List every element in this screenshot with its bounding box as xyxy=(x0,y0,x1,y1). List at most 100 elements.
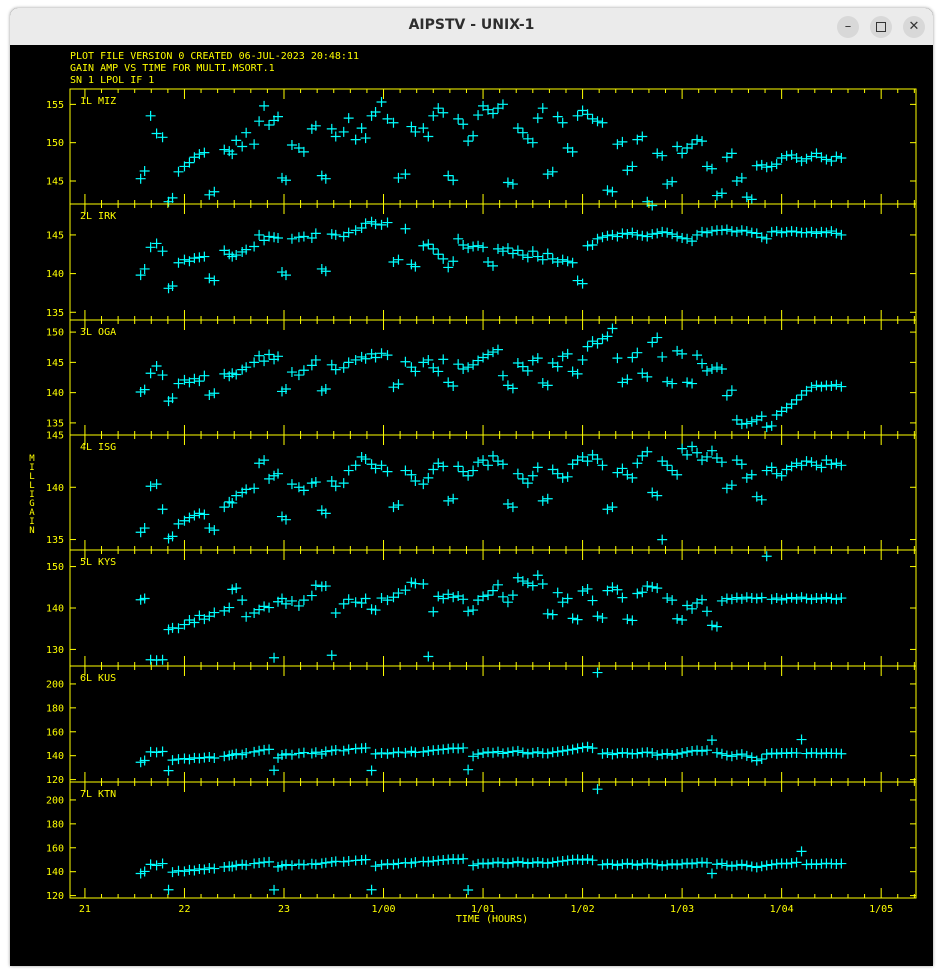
data-point xyxy=(667,378,678,389)
close-button[interactable]: ✕ xyxy=(903,16,925,38)
data-point xyxy=(269,232,280,243)
data-point xyxy=(330,364,341,375)
data-point xyxy=(326,123,337,134)
data-point xyxy=(157,858,168,869)
data-point xyxy=(376,97,387,108)
data-point xyxy=(269,765,280,776)
data-point xyxy=(587,113,598,124)
data-point xyxy=(219,751,230,762)
data-point xyxy=(286,367,297,378)
data-point xyxy=(642,371,653,382)
data-point xyxy=(756,411,767,422)
data-point xyxy=(204,752,215,763)
data-point xyxy=(227,251,238,262)
data-point xyxy=(400,585,411,596)
data-point xyxy=(567,257,578,268)
data-point xyxy=(507,383,518,394)
data-point xyxy=(662,460,673,471)
data-point xyxy=(597,612,608,623)
data-point xyxy=(731,226,742,237)
data-point xyxy=(189,253,200,264)
data-point xyxy=(382,113,393,124)
data-point xyxy=(167,393,178,404)
data-point xyxy=(370,605,381,616)
data-point xyxy=(209,752,220,763)
y-tick-label: 140 xyxy=(46,751,64,762)
data-point xyxy=(388,859,399,870)
data-point xyxy=(816,748,827,759)
data-point xyxy=(701,227,712,238)
data-point xyxy=(370,463,381,474)
data-point xyxy=(682,377,693,388)
data-point xyxy=(687,858,698,869)
data-point xyxy=(393,588,404,599)
data-point xyxy=(306,748,317,759)
data-point xyxy=(280,598,291,609)
data-point xyxy=(179,753,190,764)
data-point xyxy=(259,455,270,466)
data-point xyxy=(662,859,673,870)
minimize-button[interactable]: – xyxy=(837,16,859,38)
data-point xyxy=(338,598,349,609)
data-point xyxy=(632,347,643,358)
data-point xyxy=(791,748,802,759)
data-point xyxy=(527,246,538,257)
data-point xyxy=(478,455,489,466)
data-point xyxy=(173,518,184,529)
data-point xyxy=(517,473,528,484)
data-point xyxy=(468,241,479,252)
data-point xyxy=(711,621,722,632)
x-axis-label: TIME (HOURS) xyxy=(456,914,528,925)
data-point xyxy=(701,451,712,462)
data-point xyxy=(273,111,284,122)
data-point xyxy=(711,362,722,373)
data-point xyxy=(316,385,327,396)
data-point xyxy=(488,108,498,119)
data-point xyxy=(562,348,573,359)
data-point xyxy=(224,602,235,613)
data-point xyxy=(607,229,618,240)
data-point xyxy=(667,465,678,476)
data-point xyxy=(761,162,772,173)
data-point xyxy=(157,504,168,515)
data-point xyxy=(657,226,668,237)
data-point xyxy=(366,216,377,227)
data-point xyxy=(473,858,484,869)
title-bar[interactable]: AIPSTV - UNIX-1 – ✕ xyxy=(10,8,933,46)
maximize-button[interactable] xyxy=(870,16,892,38)
data-point xyxy=(771,748,782,759)
data-point xyxy=(433,249,444,260)
data-point xyxy=(298,595,309,606)
data-point xyxy=(781,858,792,869)
data-point xyxy=(721,390,732,401)
data-point xyxy=(771,593,782,604)
data-point xyxy=(280,859,291,870)
data-point xyxy=(276,386,287,397)
data-point xyxy=(400,223,411,234)
data-point xyxy=(163,765,174,776)
data-point xyxy=(298,485,309,496)
plot-header: PLOT FILE VERSION 0 CREATED 06-JUL-2023 … xyxy=(70,51,359,86)
data-point xyxy=(746,416,757,427)
data-point xyxy=(139,384,150,395)
data-point xyxy=(791,458,802,469)
data-point xyxy=(376,460,387,471)
data-point xyxy=(662,376,673,387)
data-point xyxy=(382,595,393,606)
data-point xyxy=(622,858,633,869)
data-point xyxy=(791,857,802,868)
x-tick-label: 1/04 xyxy=(770,904,794,915)
data-point xyxy=(542,169,553,180)
data-point xyxy=(542,858,553,869)
data-point xyxy=(607,186,618,197)
data-point xyxy=(326,745,337,756)
data-point xyxy=(756,592,767,603)
data-point xyxy=(532,857,543,868)
data-point xyxy=(761,860,772,871)
data-point xyxy=(577,278,588,289)
data-point xyxy=(286,860,297,871)
data-point xyxy=(816,226,827,237)
data-point xyxy=(463,136,474,147)
data-point xyxy=(418,123,429,134)
data-point xyxy=(672,469,683,480)
